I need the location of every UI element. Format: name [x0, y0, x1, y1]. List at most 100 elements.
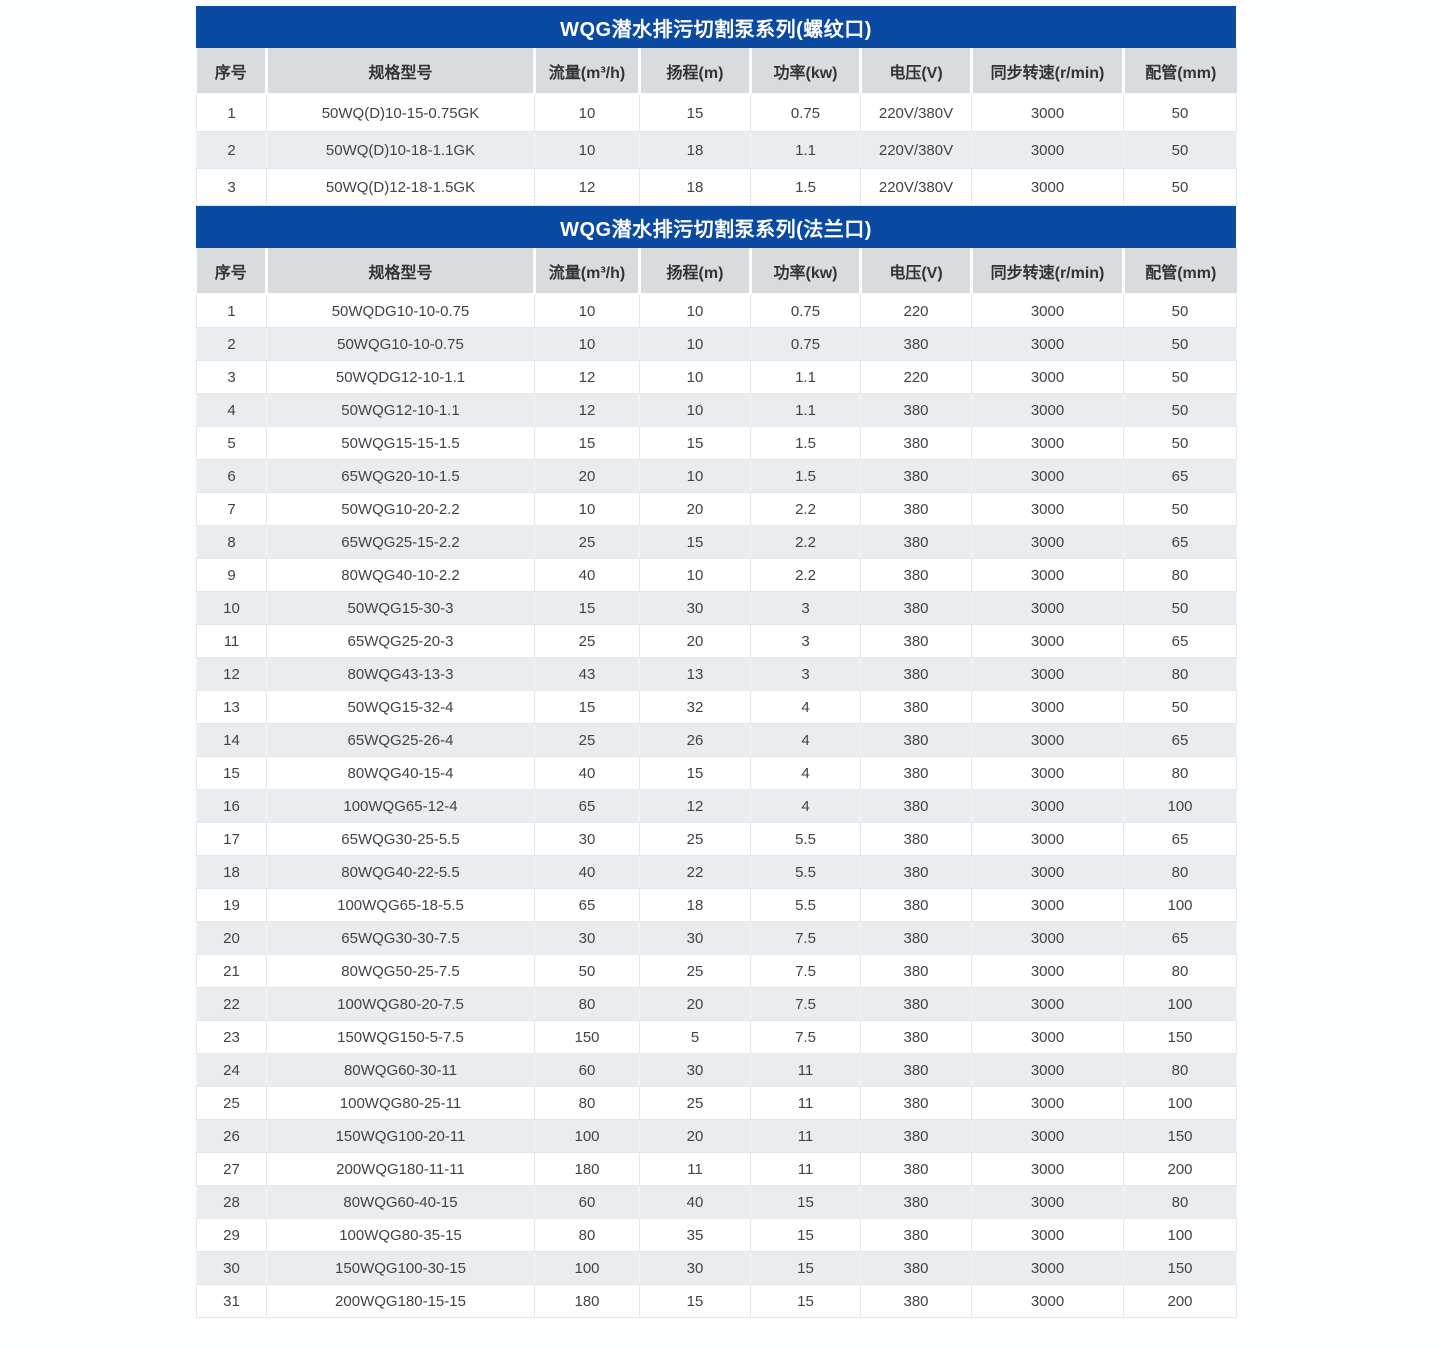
cell-power: 0.75 — [750, 93, 861, 132]
cell-speed: 3000 — [971, 459, 1124, 493]
cell-index: 9 — [196, 558, 267, 592]
cell-index: 31 — [196, 1284, 267, 1318]
cell-model: 50WQG15-32-4 — [266, 690, 535, 724]
cell-model: 65WQG30-25-5.5 — [266, 822, 535, 856]
cell-power: 11 — [750, 1119, 861, 1153]
column-header-power: 功率(kw) — [749, 48, 861, 95]
cell-model: 65WQG30-30-7.5 — [266, 921, 535, 955]
cell-index: 2 — [196, 327, 267, 361]
cell-power: 5.5 — [750, 822, 861, 856]
cell-pipe: 80 — [1123, 756, 1237, 790]
cell-power: 15 — [750, 1284, 861, 1318]
cell-power: 1.5 — [750, 426, 861, 460]
cell-pipe: 80 — [1123, 657, 1237, 691]
cell-index: 10 — [196, 591, 267, 625]
cell-index: 18 — [196, 855, 267, 889]
table-row: 11 65WQG25-20-3 25 20 3 380 3000 65 — [196, 624, 1237, 658]
cell-voltage: 380 — [860, 1185, 972, 1219]
cell-speed: 3000 — [971, 1119, 1124, 1153]
cell-index: 15 — [196, 756, 267, 790]
cell-index: 3 — [196, 360, 267, 394]
cell-model: 50WQG15-15-1.5 — [266, 426, 535, 460]
cell-speed: 3000 — [971, 954, 1124, 988]
cell-flow: 10 — [534, 131, 640, 169]
column-header-speed: 同步转速(r/min) — [970, 48, 1124, 95]
cell-power: 4 — [750, 723, 861, 757]
cell-power: 3 — [750, 591, 861, 625]
cell-speed: 3000 — [971, 426, 1124, 460]
cell-speed: 3000 — [971, 393, 1124, 427]
cell-model: 80WQG40-22-5.5 — [266, 855, 535, 889]
cell-voltage: 380 — [860, 756, 972, 790]
cell-index: 27 — [196, 1152, 267, 1186]
cell-flow: 40 — [534, 558, 640, 592]
cell-model: 50WQG10-10-0.75 — [266, 327, 535, 361]
cell-pipe: 50 — [1123, 168, 1237, 206]
column-header-speed: 同步转速(r/min) — [970, 248, 1124, 295]
cell-model: 150WQG100-30-15 — [266, 1251, 535, 1285]
table-row: 1 50WQ(D)10-15-0.75GK 10 15 0.75 220V/380V 300… — [196, 93, 1237, 132]
cell-model: 80WQG50-25-7.5 — [266, 954, 535, 988]
cell-flow: 12 — [534, 360, 640, 394]
cell-model: 50WQDG10-10-0.75 — [266, 293, 535, 328]
cell-index: 14 — [196, 723, 267, 757]
cell-model: 150WQG100-20-11 — [266, 1119, 535, 1153]
cell-head: 5 — [639, 1020, 751, 1054]
cell-power: 5.5 — [750, 855, 861, 889]
column-header-flow: 流量(m³/h) — [533, 248, 640, 295]
cell-head: 40 — [639, 1185, 751, 1219]
cell-speed: 3000 — [971, 93, 1124, 132]
cell-head: 25 — [639, 1086, 751, 1120]
table-section-threaded: WQG潜水排污切割泵系列(螺纹口) 序号 规格型号 流量(m³/h) 扬程(m) 功率(… — [196, 6, 1237, 206]
table-row: 25 100WQG80-25-11 80 25 11 380 3000 100 — [196, 1086, 1237, 1120]
spec-table-threaded: 序号 规格型号 流量(m³/h) 扬程(m) 功率(kw) 电压(V) 同步转速(r/min… — [196, 48, 1237, 206]
cell-voltage: 380 — [860, 657, 972, 691]
cell-model: 50WQ(D)10-15-0.75GK — [266, 93, 535, 132]
cell-flow: 12 — [534, 168, 640, 206]
cell-model: 50WQ(D)12-18-1.5GK — [266, 168, 535, 206]
cell-voltage: 380 — [860, 690, 972, 724]
cell-model: 80WQG40-10-2.2 — [266, 558, 535, 592]
cell-pipe: 50 — [1123, 393, 1237, 427]
cell-power: 11 — [750, 1053, 861, 1087]
cell-model: 65WQG25-15-2.2 — [266, 525, 535, 559]
cell-model: 65WQG25-26-4 — [266, 723, 535, 757]
cell-head: 22 — [639, 855, 751, 889]
column-header-pipe: 配管(mm) — [1122, 48, 1237, 95]
cell-flow: 65 — [534, 789, 640, 823]
cell-index: 23 — [196, 1020, 267, 1054]
cell-flow: 15 — [534, 426, 640, 460]
column-header-flow: 流量(m³/h) — [533, 48, 640, 95]
cell-head: 10 — [639, 293, 751, 328]
cell-flow: 25 — [534, 525, 640, 559]
table-row: 24 80WQG60-30-11 60 30 11 380 3000 80 — [196, 1053, 1237, 1087]
cell-model: 200WQG180-11-11 — [266, 1152, 535, 1186]
cell-model: 80WQG43-13-3 — [266, 657, 535, 691]
table-row: 5 50WQG15-15-1.5 15 15 1.5 380 3000 50 — [196, 426, 1237, 460]
cell-speed: 3000 — [971, 1218, 1124, 1252]
cell-model: 100WQG80-35-15 — [266, 1218, 535, 1252]
cell-power: 3 — [750, 624, 861, 658]
cell-power: 2.2 — [750, 492, 861, 526]
cell-voltage: 220V/380V — [860, 93, 972, 132]
cell-speed: 3000 — [971, 293, 1124, 328]
table-row: 7 50WQG10-20-2.2 10 20 2.2 380 3000 50 — [196, 492, 1237, 526]
cell-power: 15 — [750, 1185, 861, 1219]
cell-speed: 3000 — [971, 855, 1124, 889]
table-row: 1 50WQDG10-10-0.75 10 10 0.75 220 3000 50 — [196, 293, 1237, 328]
cell-index: 3 — [196, 168, 267, 206]
cell-pipe: 100 — [1123, 987, 1237, 1021]
table-row: 2 50WQG10-10-0.75 10 10 0.75 380 3000 50 — [196, 327, 1237, 361]
cell-model: 50WQ(D)10-18-1.1GK — [266, 131, 535, 169]
cell-power: 2.2 — [750, 558, 861, 592]
cell-voltage: 380 — [860, 888, 972, 922]
cell-flow: 10 — [534, 327, 640, 361]
cell-voltage: 380 — [860, 591, 972, 625]
cell-index: 26 — [196, 1119, 267, 1153]
cell-head: 35 — [639, 1218, 751, 1252]
cell-flow: 60 — [534, 1185, 640, 1219]
column-header-head: 扬程(m) — [638, 248, 751, 295]
cell-flow: 10 — [534, 93, 640, 132]
cell-voltage: 220 — [860, 293, 972, 328]
table-row: 30 150WQG100-30-15 100 30 15 380 3000 150 — [196, 1251, 1237, 1285]
